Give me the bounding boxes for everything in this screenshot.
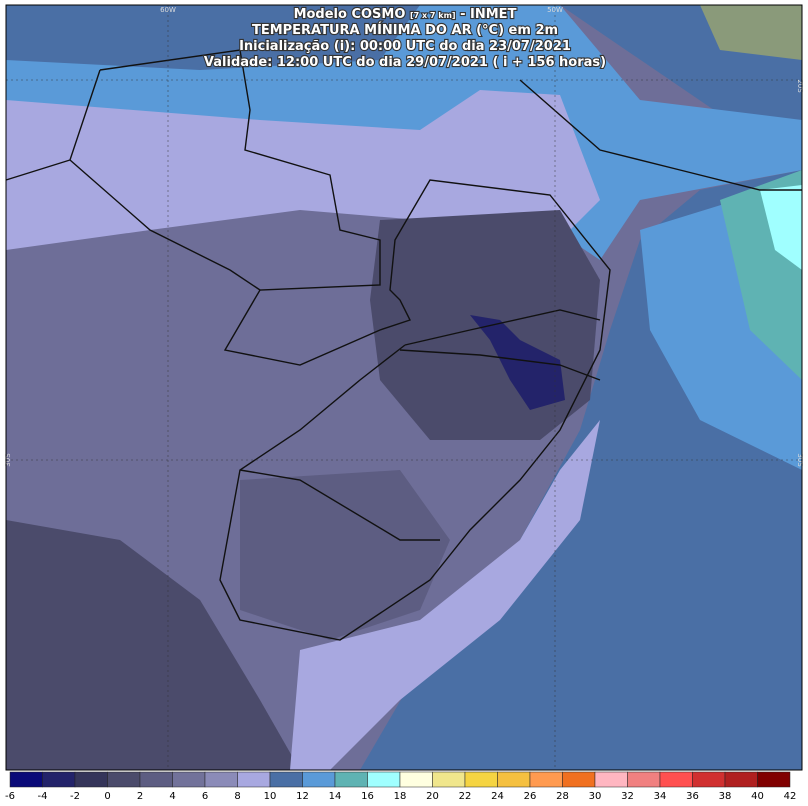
colorbar-label: 38 [719, 791, 732, 802]
colorbar-label: -4 [38, 791, 48, 802]
lon-label: 60W [160, 6, 176, 14]
lat-label: 20S [796, 79, 804, 93]
colorbar-box [269, 771, 303, 788]
map: 60W 50W 20S 30S 30S [4, 5, 804, 770]
colorbar-label: 2 [137, 791, 143, 802]
colorbar-label: 32 [621, 791, 634, 802]
colorbar-label: 6 [202, 791, 208, 802]
title-line: Inicialização (i): 00:00 UTC do dia 23/0… [239, 39, 571, 54]
map-frame [5, 4, 803, 771]
colorbar-box [74, 771, 108, 788]
colorbar-box [204, 771, 238, 788]
colorbar-box [334, 771, 368, 788]
colorbar-box [757, 771, 791, 788]
colorbar-label: 24 [491, 791, 504, 802]
colorbar-label: 8 [234, 791, 240, 802]
colorbar-box [497, 771, 531, 788]
colorbar-label: 28 [556, 791, 569, 802]
colorbar-box [627, 771, 661, 788]
colorbar-label: 16 [361, 791, 374, 802]
lavender-band [6, 90, 600, 250]
colorbar-box [594, 771, 628, 788]
title-line: TEMPERATURA MÍNIMA DO AR (°C) em 2m [252, 22, 558, 38]
colorbar-box [432, 771, 466, 788]
colorbar-box [107, 771, 141, 788]
colorbar-box [237, 771, 271, 788]
colorbar-box [529, 771, 563, 788]
title: Modelo COSMO [7 x 7 km] - INMET TEMPERAT… [203, 6, 607, 71]
colorbar-box [9, 771, 43, 788]
colorbar-box [367, 771, 401, 788]
colorbar-label: 12 [296, 791, 309, 802]
colorbar-box [562, 771, 596, 788]
colorbar-label: 20 [426, 791, 439, 802]
coldest-core [470, 315, 565, 410]
colorbar-box [399, 771, 433, 788]
border [99, 49, 611, 641]
title-org: - INMET [460, 7, 516, 22]
southwest-cold [6, 520, 300, 770]
colorbar-label: 30 [589, 791, 602, 802]
border [5, 69, 802, 541]
ocean-warmest [760, 185, 802, 270]
coastal-band [290, 420, 600, 770]
title-line: Modelo COSMO [7 x 7 km] - INMET [294, 7, 517, 22]
colorbar-box [302, 771, 336, 788]
colorbar-box [692, 771, 726, 788]
colorbar-label: 4 [169, 791, 175, 802]
colorbar-box [42, 771, 76, 788]
colorbar-box [139, 771, 173, 788]
lon-label: 50W [547, 6, 563, 14]
north-east [700, 5, 802, 60]
colorbar-label: 14 [329, 791, 342, 802]
colorbar-label: 36 [686, 791, 699, 802]
colorbar-label: -6 [5, 791, 15, 802]
uruguay-region [240, 470, 450, 640]
colorbar-label: 10 [264, 791, 277, 802]
lat-label: 30S [796, 453, 804, 467]
colorbar-label: 40 [751, 791, 764, 802]
title-res: [7 x 7 km] [410, 11, 456, 20]
colorbar-box [724, 771, 758, 788]
north-band [6, 5, 420, 70]
title-line: Validade: 12:00 UTC do dia 29/07/2021 ( … [204, 55, 606, 70]
colorbar-label: 18 [394, 791, 407, 802]
colorbar-box [659, 771, 693, 788]
colorbar-label: 0 [104, 791, 110, 802]
colorbar-box [464, 771, 498, 788]
title-main: Modelo COSMO [294, 7, 406, 22]
colorbar-label: 42 [784, 791, 797, 802]
ocean [360, 5, 802, 770]
colorbar: -6 -4 -2 0 2 4 6 8 10 12 14 16 18 20 22 24 26 28 30 32 34 36 3… [5, 771, 797, 802]
colorbar-label: 22 [459, 791, 472, 802]
lat-label: 30S [4, 453, 12, 467]
colorbar-box [172, 771, 206, 788]
colorbar-label: 26 [524, 791, 537, 802]
colorbar-label: -2 [70, 791, 80, 802]
colorbar-label: 34 [654, 791, 667, 802]
